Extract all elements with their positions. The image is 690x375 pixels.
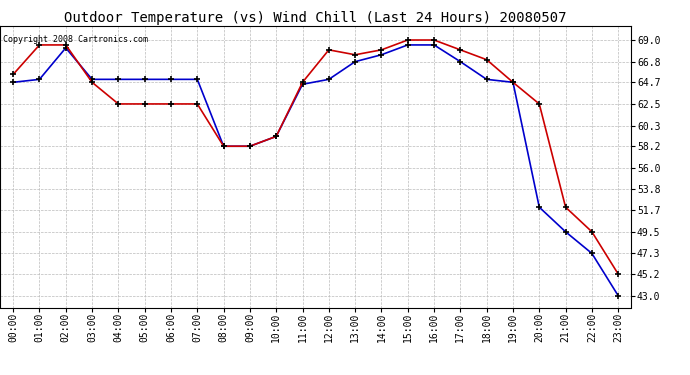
Text: Copyright 2008 Cartronics.com: Copyright 2008 Cartronics.com bbox=[3, 35, 148, 44]
Title: Outdoor Temperature (vs) Wind Chill (Last 24 Hours) 20080507: Outdoor Temperature (vs) Wind Chill (Las… bbox=[64, 11, 567, 25]
